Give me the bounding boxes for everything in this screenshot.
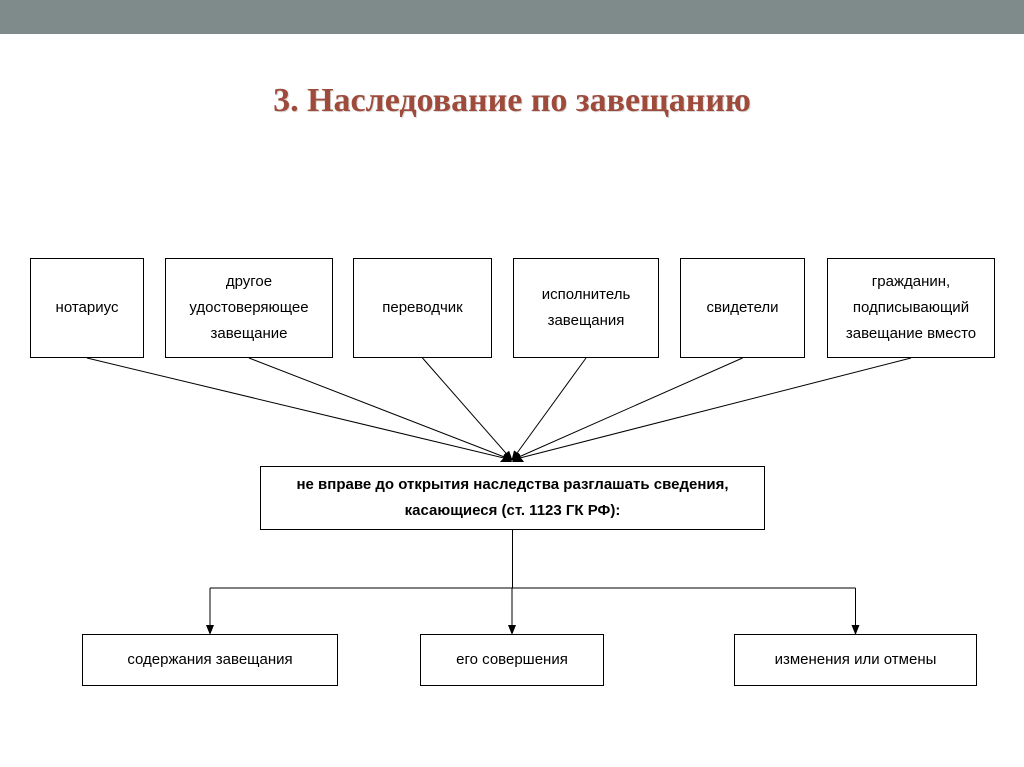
node-content: содержания завещания xyxy=(82,634,338,686)
page-title: 3. Наследование по завещанию xyxy=(0,82,1024,120)
node-mid: не вправе до открытия наследства разглаш… xyxy=(260,466,765,530)
node-witnesses: свидетели xyxy=(680,258,805,358)
node-making: его совершения xyxy=(420,634,604,686)
node-signer: гражданин, подписывающий завещание вмест… xyxy=(827,258,995,358)
top-bar xyxy=(0,0,1024,34)
node-executor: исполнитель завещания xyxy=(513,258,659,358)
node-change: изменения или отмены xyxy=(734,634,977,686)
node-translator: переводчик xyxy=(353,258,492,358)
node-notary: нотариус xyxy=(30,258,144,358)
node-other-cert: другое удостоверяющее завещание xyxy=(165,258,333,358)
